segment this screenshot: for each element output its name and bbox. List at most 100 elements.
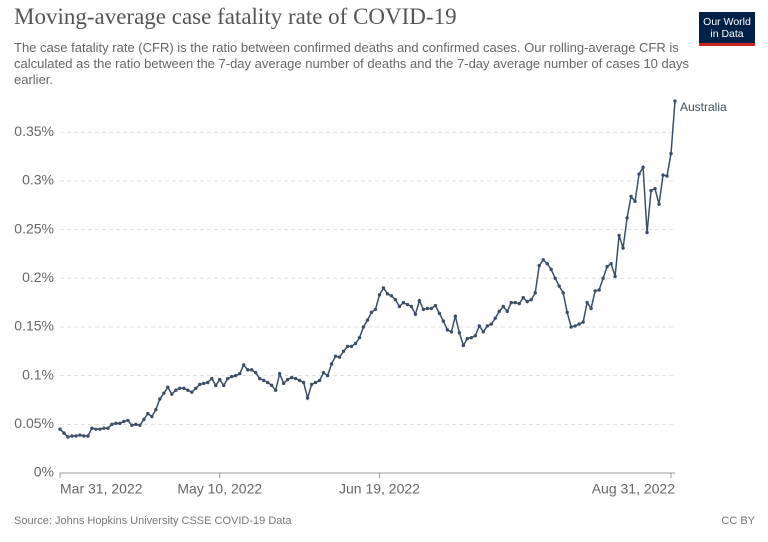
point [341,349,346,353]
y-tick-label: 0.3% [22,172,54,188]
point [441,319,446,323]
point [58,427,62,431]
point [305,396,310,400]
point [545,261,549,266]
point [421,307,426,312]
x-tick-label: May 10, 2022 [177,481,262,497]
point [417,298,422,303]
point [202,381,206,386]
y-tick-label: 0% [34,464,54,480]
point [573,324,577,328]
license: CC BY [721,515,755,527]
point [413,312,418,316]
point [301,380,306,385]
point [661,173,665,177]
point [425,306,430,311]
point [377,293,382,297]
point [401,300,406,305]
point [633,199,637,204]
point [214,383,218,388]
point [142,417,146,422]
point [437,311,442,316]
point [393,297,398,302]
source: Source: Johns Hopkins University CSSE CO… [14,515,292,527]
point [210,376,214,381]
point [273,388,278,392]
point [429,306,434,311]
x-tick-label: Jun 19, 2022 [339,481,420,497]
point [461,343,466,348]
point [190,390,194,394]
chart-title: Moving-average case fatality rate of COV… [14,4,457,29]
point [653,186,657,191]
point [90,426,94,430]
point [481,330,486,334]
point [146,411,150,416]
point [182,386,186,390]
point [433,303,438,308]
point [357,335,362,340]
point [98,427,102,431]
point [621,246,625,250]
point [553,276,557,280]
point [645,230,649,235]
point [82,434,86,438]
point [529,297,533,302]
point [329,362,334,366]
point [317,378,322,383]
point [118,421,122,426]
point [517,301,521,306]
point [325,373,330,378]
point [673,99,677,103]
point [70,434,74,438]
point [473,334,478,338]
point [337,355,342,359]
point [154,408,158,412]
x-tick-label: Mar 31, 2022 [60,481,143,497]
point [162,391,166,395]
point [293,376,298,381]
point [385,292,390,296]
series-label: Australia [680,100,727,114]
point [226,376,230,381]
point [249,368,254,372]
point [629,194,633,199]
point [365,318,370,322]
point [166,385,170,390]
point [186,388,190,392]
point [609,261,613,266]
point [541,258,545,262]
point [669,151,673,156]
point [617,233,621,238]
point [178,386,182,390]
point [66,435,70,439]
point [313,380,318,385]
logo-text: in Data [710,28,744,40]
y-tick-label: 0.25% [14,220,54,236]
point [333,354,338,358]
point [277,371,282,376]
point [597,288,601,292]
point [613,274,617,279]
point [533,291,537,295]
y-tick-label: 0.35% [14,123,54,139]
point [381,286,386,290]
logo-text: Our World [703,16,751,28]
point [106,426,110,430]
point [625,216,629,220]
y-tick-label: 0.2% [22,269,54,285]
point [593,289,597,293]
point [449,330,454,334]
point [657,202,661,206]
point [521,296,525,300]
logo[interactable]: Our World in Data [699,12,755,46]
point [110,422,114,427]
point [665,174,669,178]
point [581,320,585,324]
point [242,363,246,367]
point [353,341,358,346]
point [605,264,609,269]
point [114,421,118,426]
point [601,276,605,280]
